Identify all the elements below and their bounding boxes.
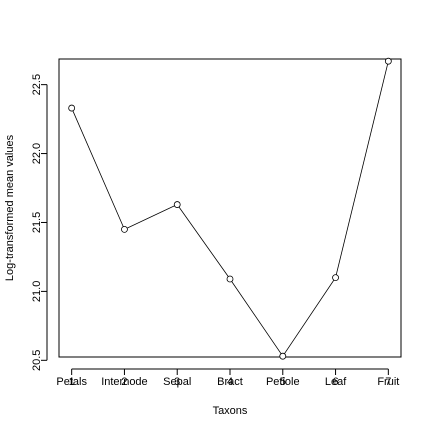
y-tick-label: 21.5 bbox=[31, 212, 43, 233]
data-point bbox=[333, 275, 339, 281]
x-tick-category: Leaf bbox=[325, 376, 347, 388]
data-point bbox=[174, 202, 180, 208]
y-tick-label: 20.5 bbox=[31, 350, 43, 371]
data-point bbox=[69, 105, 75, 111]
data-point bbox=[121, 226, 127, 232]
data-point bbox=[280, 353, 286, 359]
x-axis-label: Taxons bbox=[213, 405, 248, 417]
x-tick-category: Sepal bbox=[163, 376, 191, 388]
y-tick-label: 22.0 bbox=[31, 143, 43, 164]
x-tick-category: Petals bbox=[56, 376, 87, 388]
x-tick-category: Petiole bbox=[266, 376, 300, 388]
data-series bbox=[69, 58, 392, 359]
y-axis: 20.5 21.0 21.5 22.0 22.5 bbox=[31, 74, 47, 371]
series-line bbox=[72, 61, 389, 356]
data-point bbox=[227, 276, 233, 282]
y-axis-label: Log-transformed mean values bbox=[4, 134, 16, 281]
plot-frame bbox=[59, 59, 401, 357]
data-point bbox=[385, 58, 391, 64]
x-tick-category: Bract bbox=[217, 376, 243, 388]
x-tick-category: Fruit bbox=[377, 376, 399, 388]
y-tick-label: 22.5 bbox=[31, 74, 43, 95]
x-tick-category: Internode bbox=[101, 376, 147, 388]
y-tick-label: 21.0 bbox=[31, 281, 43, 302]
